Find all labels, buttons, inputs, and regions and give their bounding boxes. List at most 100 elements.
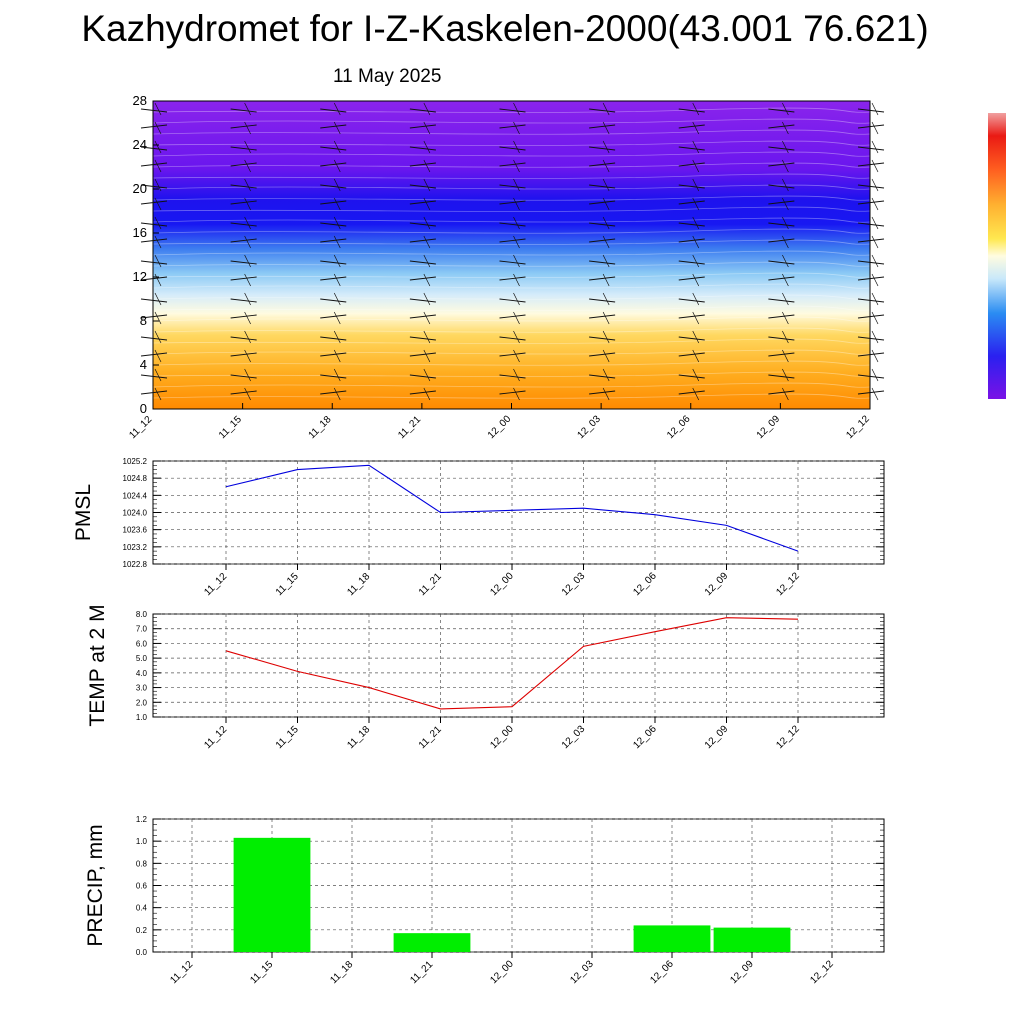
wind-barb-flag <box>423 273 431 287</box>
wind-barb <box>140 390 168 395</box>
wind-barb-flag <box>244 197 251 211</box>
wind-barb-flag <box>333 349 341 363</box>
wind-barb <box>589 352 616 357</box>
wind-barb-flag <box>333 254 341 268</box>
wind-barb-flag <box>692 121 700 135</box>
wind-barb <box>230 314 257 319</box>
wind-barb <box>409 276 436 281</box>
x-tick-label: 11_12 <box>202 571 229 598</box>
vertical-profile-panel: 11_12 11_15 11_18 11_21 12_00 12_03 12_06 12_09… <box>127 93 885 441</box>
wind-barb <box>320 222 347 227</box>
x-tick-label: 11_21 <box>417 724 444 751</box>
wind-barb-flag <box>513 368 520 382</box>
wind-barb <box>230 184 257 189</box>
wind-barb-flag <box>154 102 162 116</box>
wind-barb <box>678 260 705 265</box>
plot-frame <box>152 613 885 718</box>
wind-barb <box>320 352 347 357</box>
wind-barb-flag <box>423 140 431 154</box>
wind-barb <box>678 390 705 395</box>
wind-barb-flag <box>154 273 162 287</box>
y-tick-label: 24 <box>133 137 147 152</box>
wind-barb <box>768 336 795 341</box>
y-tick-label: 28 <box>133 93 147 108</box>
x-tick-label: 12_06 <box>631 570 659 598</box>
wind-barb <box>678 162 705 167</box>
wind-barb <box>768 260 795 265</box>
wind-barb-flag <box>154 387 162 401</box>
wind-barb-flag <box>692 102 700 116</box>
y-tick-label: 1.2 <box>136 815 148 824</box>
wind-barb <box>409 352 436 357</box>
wind-barb-flag <box>423 216 431 230</box>
y-tick-label: 0.0 <box>136 948 148 957</box>
x-tick-label: 11_15 <box>274 571 301 598</box>
wind-barb <box>140 352 168 357</box>
y-tick-label: 0.8 <box>136 859 148 868</box>
y-tick-label: 7.0 <box>136 625 148 634</box>
wind-barb-column <box>589 102 616 401</box>
wind-barb-flag <box>333 216 341 230</box>
wind-barb <box>678 108 705 113</box>
wind-barb-flag <box>154 368 162 382</box>
x-tick-label: 11_18 <box>345 724 372 751</box>
wind-barb <box>409 374 436 379</box>
wind-barb-flag <box>244 273 251 287</box>
wind-barb-flag <box>154 349 162 363</box>
wind-barb-flag <box>692 235 700 249</box>
wind-barb <box>499 298 526 303</box>
x-tick-label: 12_09 <box>755 413 783 441</box>
x-tick-label: 11_18 <box>307 414 334 441</box>
wind-barb <box>768 222 795 227</box>
wind-barb-flag <box>871 292 879 306</box>
wind-barb-flag <box>333 140 341 154</box>
wind-barb <box>857 162 885 167</box>
wind-barb-flag <box>244 368 251 382</box>
y-tick-label: 1024.8 <box>123 474 148 483</box>
x-tick-label: 12_09 <box>703 723 731 751</box>
wind-barb <box>320 146 347 151</box>
wind-barb-flag <box>154 330 162 344</box>
wind-barb <box>768 184 795 189</box>
wind-barb-flag <box>602 102 610 116</box>
contour-line <box>152 316 871 322</box>
wind-barb <box>768 108 795 113</box>
wind-barb <box>857 314 885 319</box>
wind-barb-flag <box>244 311 251 325</box>
wind-barb-flag <box>871 311 879 325</box>
contour-line <box>152 217 871 223</box>
wind-barb <box>230 200 257 205</box>
wind-barb <box>678 352 705 357</box>
y-tick-label: 4.0 <box>136 669 148 678</box>
wind-barb-flag <box>333 159 341 173</box>
wind-barb <box>499 124 526 129</box>
wind-barb-flag <box>871 368 879 382</box>
wind-barb <box>499 390 526 395</box>
wind-barb-flag <box>602 349 610 363</box>
wind-barb <box>140 200 168 205</box>
wind-barb-flag <box>782 178 789 192</box>
wind-barb-flag <box>423 349 431 363</box>
wind-barb <box>140 238 168 243</box>
y-tick-label: 1024.0 <box>123 509 148 518</box>
wind-barb-flag <box>871 197 879 211</box>
wind-barb <box>499 276 526 281</box>
wind-barb-flag <box>871 102 879 116</box>
wind-barb-flag <box>333 387 341 401</box>
x-tick-label: 11_18 <box>328 959 355 986</box>
wind-barb <box>589 374 616 379</box>
x-tick-label: 12_03 <box>560 570 588 598</box>
wind-barb <box>857 200 885 205</box>
wind-barb-column <box>678 102 705 401</box>
wind-barb <box>589 162 616 167</box>
wind-barb-flag <box>513 197 520 211</box>
precip-bar <box>713 927 791 952</box>
wind-barb-flag <box>333 178 341 192</box>
wind-barb-flag <box>513 235 520 249</box>
wind-barb <box>230 222 257 227</box>
contour-line <box>152 206 871 212</box>
contour-line <box>152 305 871 311</box>
y-tick-label: 0.6 <box>136 882 148 891</box>
contour-line <box>152 327 871 333</box>
